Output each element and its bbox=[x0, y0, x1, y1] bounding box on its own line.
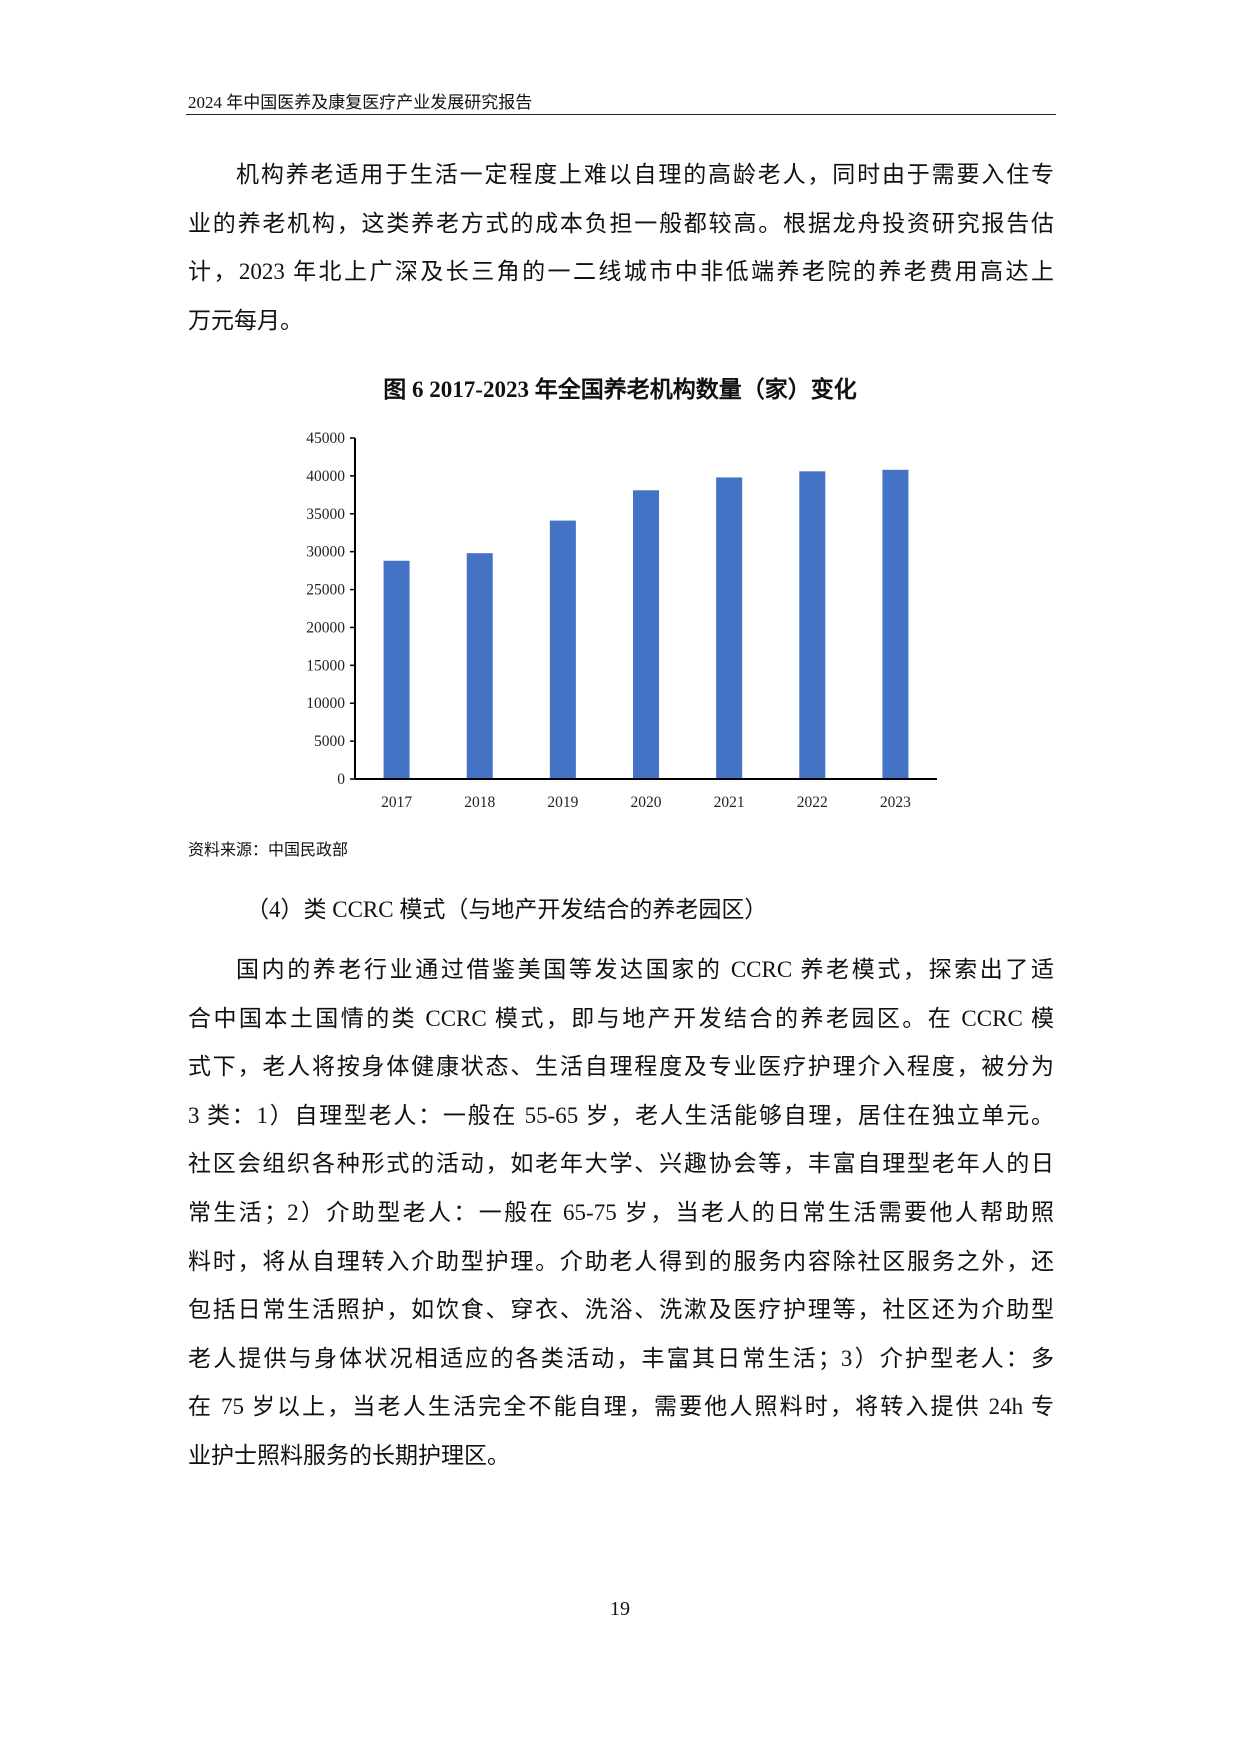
x-tick-label: 2021 bbox=[714, 794, 745, 811]
page-number: 19 bbox=[610, 1598, 630, 1620]
x-tick-label: 2019 bbox=[547, 794, 578, 811]
text-line: 业的养老机构，这类养老方式的成本负担一般都较高。根据龙舟投资研究报告估 bbox=[188, 210, 1054, 236]
x-tick-label: 2020 bbox=[631, 794, 662, 811]
text-line: 料时，将从自理转入介助型护理。介助老人得到的服务内容除社区服务之外，还 bbox=[188, 1248, 1054, 1274]
y-tick-label: 40000 bbox=[306, 468, 345, 485]
text-line: 在 75 岁以上，当老人生活完全不能自理，需要他人照料时，将转入提供 24h 专 bbox=[188, 1394, 1054, 1420]
text-line: 包括日常生活照护，如饮食、穿衣、洗浴、洗漱及医疗护理等，社区还为介助型 bbox=[188, 1297, 1054, 1323]
header-rule bbox=[186, 114, 1056, 115]
x-tick-label: 2022 bbox=[797, 794, 828, 811]
text-line: 合中国本土国情的类 CCRC 模式，即与地产开发结合的养老园区。在 CCRC 模 bbox=[188, 1005, 1054, 1031]
x-tick-label: 2017 bbox=[381, 794, 412, 811]
text-line: 常生活；2）介助型老人：一般在 65-75 岁，当老人的日常生活需要他人帮助照 bbox=[188, 1200, 1054, 1225]
y-tick-label: 15000 bbox=[306, 657, 345, 674]
y-tick-label: 10000 bbox=[306, 695, 345, 712]
section-subheading: （4）类 CCRC 模式（与地产开发结合的养老园区） bbox=[246, 897, 768, 922]
bar-2023 bbox=[882, 469, 909, 779]
text-line: 式下，老人将按身体健康状态、生活自理程度及专业医疗护理介入程度，被分为 bbox=[188, 1054, 1054, 1080]
text-line: 机构养老适用于生活一定程度上难以自理的高龄老人，同时由于需要入住专 bbox=[236, 162, 1054, 187]
y-tick-label: 20000 bbox=[306, 619, 345, 636]
text-line: 业护士照料服务的长期护理区。 bbox=[188, 1443, 510, 1468]
text-line: 万元每月。 bbox=[188, 307, 303, 333]
text-line: 3 类：1）自理型老人：一般在 55-65 岁，老人生活能够自理，居住在独立单元… bbox=[188, 1102, 1054, 1128]
bar-2019 bbox=[549, 520, 576, 779]
y-tick-label: 5000 bbox=[314, 733, 345, 750]
text-line: 老人提供与身体状况相适应的各类活动，丰富其日常生活；3）介护型老人：多 bbox=[188, 1345, 1054, 1371]
text-line: 社区会组织各种形式的活动，如老年大学、兴趣协会等，丰富自理型老年人的日 bbox=[188, 1151, 1054, 1177]
y-tick-label: 45000 bbox=[306, 430, 345, 447]
x-tick-label: 2023 bbox=[880, 794, 911, 811]
y-tick-label: 0 bbox=[337, 771, 345, 788]
running-header: 2024 年中国医养及康复医疗产业发展研究报告 bbox=[188, 93, 533, 112]
figure-source: 资料来源：中国民政部 bbox=[188, 842, 349, 859]
bar-2021 bbox=[716, 477, 743, 779]
text-line: 计，2023 年北上广深及长三角的一二线城市中非低端养老院的养老费用高达上 bbox=[188, 259, 1054, 284]
bar-2022 bbox=[799, 471, 826, 779]
bar-2018 bbox=[466, 553, 493, 779]
y-tick-label: 25000 bbox=[306, 582, 345, 599]
bar-chart: 0 5000 10000 15000 20000 25000 30000 35000 40000… bbox=[306, 430, 937, 811]
bar-2020 bbox=[633, 490, 659, 779]
text-line: 国内的养老行业通过借鉴美国等发达国家的 CCRC 养老模式，探索出了适 bbox=[236, 957, 1054, 982]
y-tick-label: 35000 bbox=[306, 506, 345, 523]
x-tick-label: 2018 bbox=[464, 794, 495, 811]
figure-caption: 图 6 2017-2023 年全国养老机构数量（家）变化 bbox=[383, 377, 857, 402]
bar-2017 bbox=[383, 560, 410, 779]
y-tick-label: 30000 bbox=[306, 544, 345, 561]
